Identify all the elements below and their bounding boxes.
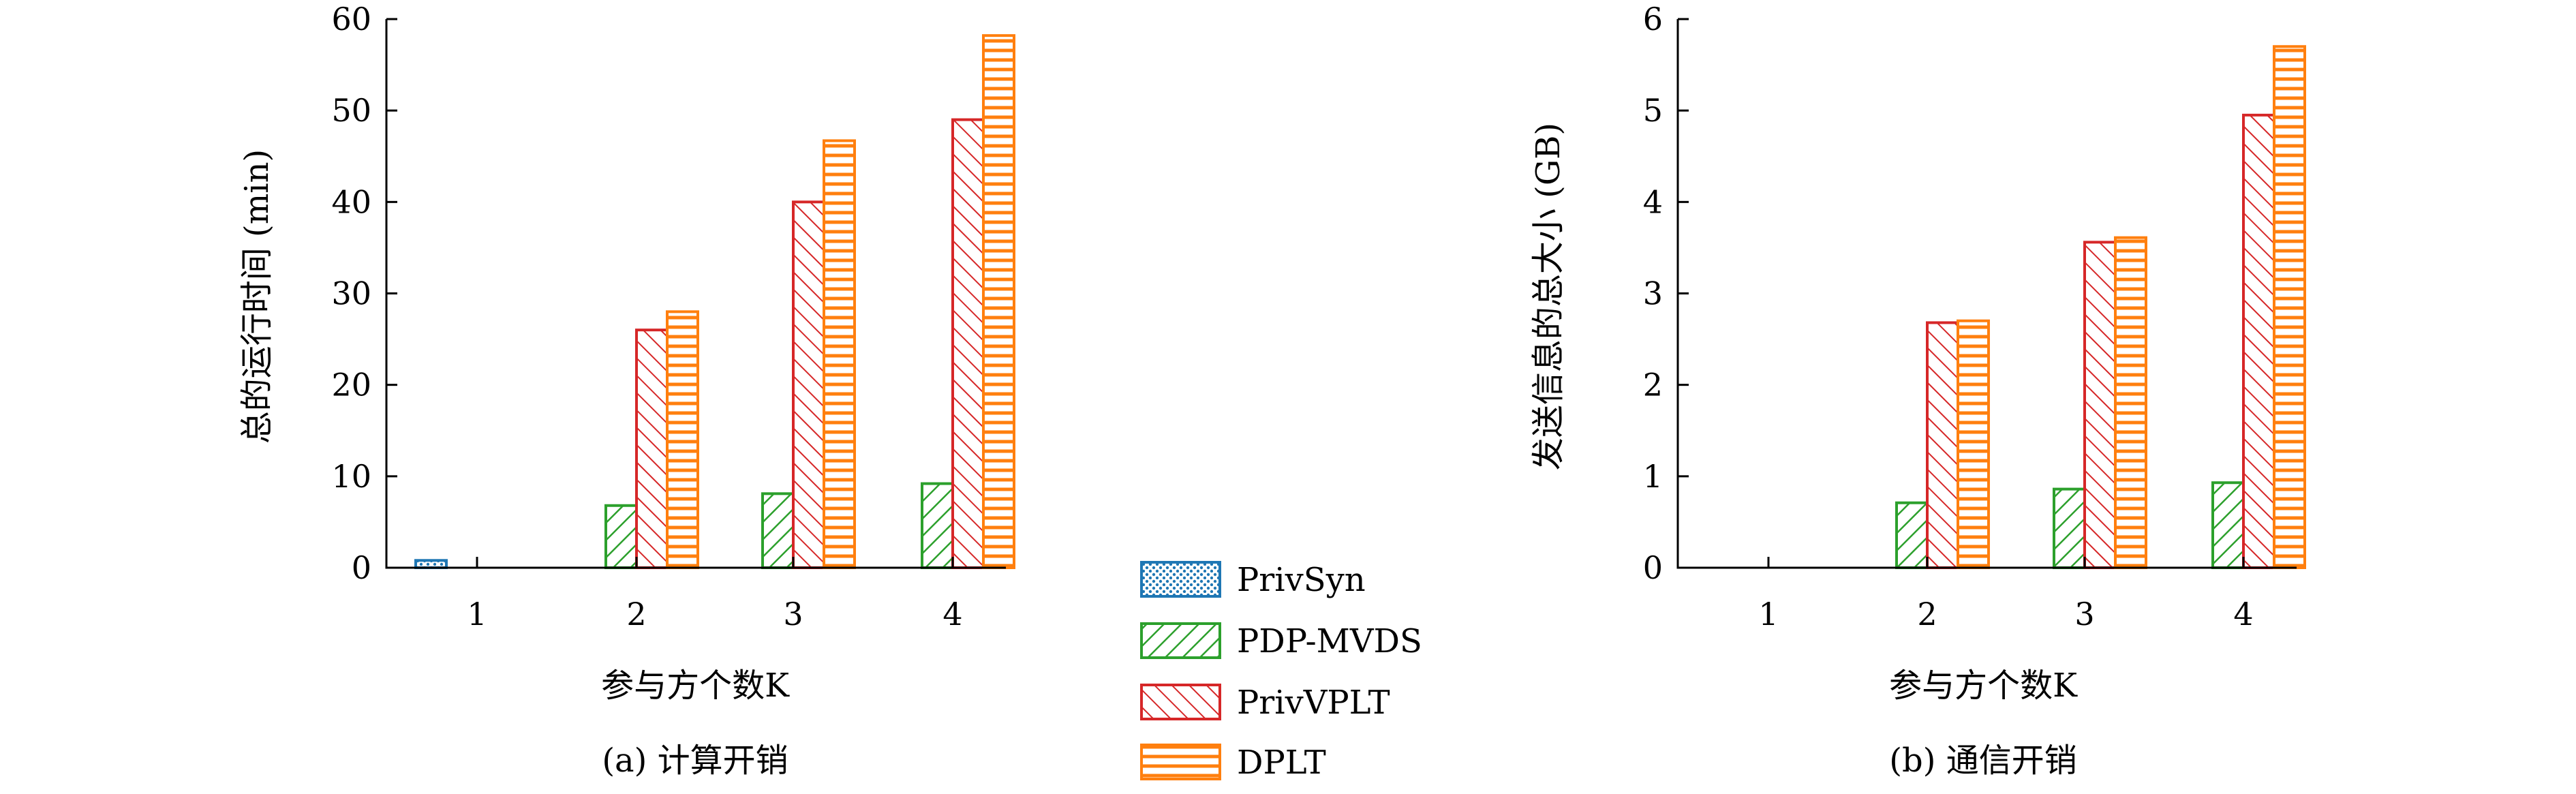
- chart-b-ytick-label: 1: [1643, 458, 1663, 495]
- legend: PrivSyn PDP-MVDS PrivVPLT DPLT: [1140, 561, 1422, 782]
- chart-b-bar-dplt-k2: [1957, 319, 1990, 569]
- chart-a-bar-pdp-mvds-k3: [761, 492, 795, 570]
- chart-a-xtick-label: 2: [626, 596, 646, 632]
- chart-b-bar-pdp-mvds-k4: [2211, 481, 2245, 569]
- chart-b-xlabel: 参与方个数K: [1889, 667, 2078, 705]
- chart-b-ytick-label: 2: [1643, 367, 1663, 403]
- chart-b-ytick-label: 6: [1643, 1, 1663, 37]
- legend-label-privsyn: PrivSyn: [1237, 561, 1366, 599]
- chart-a-xtick-label: 1: [467, 596, 487, 632]
- chart-a-bar-privsyn-k1: [414, 559, 448, 569]
- chart-b-bar-dplt-k3: [2114, 236, 2147, 569]
- chart-a-ytick-label: 10: [331, 458, 371, 495]
- chart-a-ytick-label: 30: [331, 275, 371, 312]
- chart-a-bar-dplt-k2: [666, 310, 699, 569]
- chart-a-caption: (a) 计算开销: [602, 742, 788, 780]
- chart-a-ytick-label: 20: [331, 367, 371, 403]
- chart-b-ytick-label: 0: [1643, 549, 1663, 586]
- chart-b-bar-privvplt-k2: [1926, 321, 1959, 569]
- chart-b-ylabel: 发送信息的总大小 (GB): [1529, 123, 1567, 470]
- legend-label-privvplt: PrivVPLT: [1237, 684, 1390, 722]
- legend-swatch-privsyn: [1140, 561, 1221, 598]
- chart-b-ytick-label: 3: [1643, 275, 1663, 312]
- chart-b-ytick-label: 4: [1643, 183, 1663, 220]
- chart-b-bar-dplt-k4: [2273, 45, 2306, 569]
- chart-b-bar-privvplt-k4: [2242, 113, 2275, 569]
- chart-a-ytick-label: 0: [352, 549, 371, 586]
- legend-swatch-privvplt: [1140, 684, 1221, 720]
- chart-b-xtick-label: 3: [2074, 596, 2094, 632]
- chart-a-bar-privvplt-k2: [635, 329, 669, 569]
- chart-a-bar-dplt-k3: [823, 139, 856, 570]
- chart-a-ytick-label: 60: [331, 1, 371, 37]
- chart-a-bar-dplt-k4: [982, 34, 1015, 569]
- chart-computation-cost: 总的运行时间 (min) 参与方个数K (a) 计算开销 0 10 20 30 40 50…: [238, 1, 1015, 780]
- chart-a-ylabel: 总的运行时间 (min): [238, 149, 276, 444]
- chart-b-bar-privvplt-k3: [2083, 241, 2117, 569]
- chart-b-caption: (b) 通信开销: [1889, 742, 2076, 780]
- chart-a-ytick-label: 50: [331, 92, 371, 129]
- chart-a-bar-privvplt-k4: [951, 118, 985, 570]
- chart-a-xlabel: 参与方个数K: [601, 667, 790, 705]
- legend-swatch-pdp-mvds: [1140, 622, 1221, 659]
- chart-a-xtick-label: 4: [942, 596, 962, 632]
- legend-swatch-dplt: [1140, 744, 1221, 780]
- chart-a-bar-privvplt-k3: [792, 200, 825, 570]
- chart-b-xtick-label: 2: [1917, 596, 1937, 632]
- chart-b-xtick-label: 1: [1758, 596, 1778, 632]
- legend-label-pdp-mvds: PDP-MVDS: [1237, 622, 1422, 660]
- chart-a-xtick-label: 3: [783, 596, 803, 632]
- chart-a-ytick-label: 40: [331, 183, 371, 220]
- chart-b-bar-pdp-mvds-k2: [1895, 501, 1929, 569]
- chart-a-bar-pdp-mvds-k4: [921, 482, 954, 569]
- chart-b-xtick-label: 4: [2233, 596, 2253, 632]
- chart-communication-cost: 发送信息的总大小 (GB) 参与方个数K (b) 通信开销 0 1 2 3 4 5 6 1 2 3…: [1529, 1, 2306, 780]
- chart-b-ytick-label: 5: [1643, 92, 1663, 129]
- chart-b-bar-pdp-mvds-k3: [2053, 487, 2086, 569]
- legend-label-dplt: DPLT: [1237, 744, 1326, 782]
- chart-a-bar-pdp-mvds-k2: [604, 504, 638, 569]
